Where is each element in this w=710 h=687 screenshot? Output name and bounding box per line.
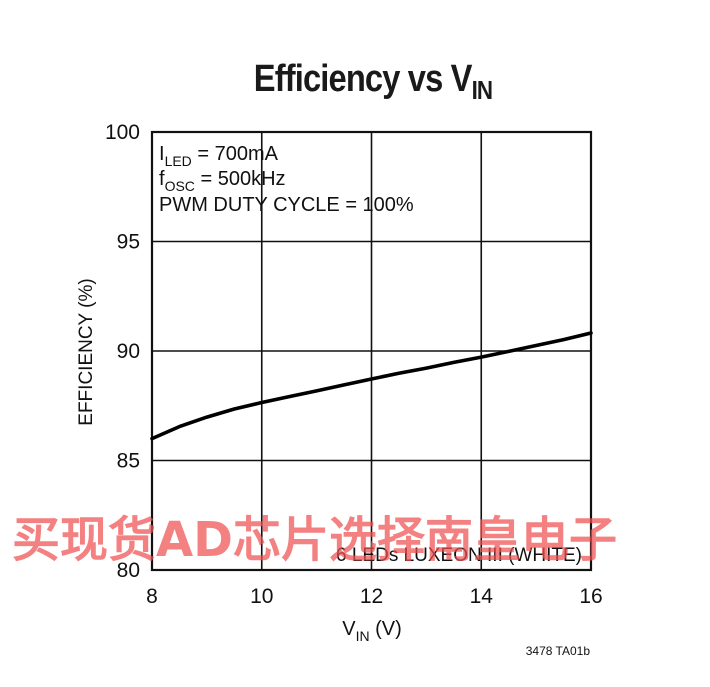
x-tick-labels: 8 10 12 14 16 [146,585,603,608]
x-axis-label: VIN (V) [342,618,402,644]
y-tick-labels: 80 85 90 95 100 [105,121,140,582]
y-tick-label: 85 [117,450,140,473]
curve-label: 6 LEDs LUXEON III (WHITE) [336,545,582,566]
y-axis-label: EFFICIENCY (%) [76,278,97,425]
figure-code: 3478 TA01b [526,644,591,658]
x-tick-label: 16 [579,585,602,608]
chart-title-subscript: IN [471,75,493,105]
plot-frame [150,130,593,572]
watermark-text: 买现货AD芯片选择南皇电子 [12,512,617,568]
annotation-pwm: PWM DUTY CYCLE = 100% [159,194,414,216]
chart-title: Efficiency vs VIN [52,58,694,106]
x-tick-label: 8 [146,585,158,608]
x-tick-label: 12 [360,585,383,608]
chart-title-main: Efficiency vs V [253,58,473,100]
y-tick-label: 90 [117,340,140,363]
series-line-efficiency [150,331,593,441]
annotation-fosc: fOSC = 500kHz [159,168,286,194]
y-tick-label: 95 [117,231,140,254]
x-tick-label: 10 [250,585,273,608]
y-tick-label: 100 [105,121,140,144]
x-tick-label: 14 [470,585,494,608]
y-tick-label: 80 [117,559,140,582]
annotation-iled: ILED = 700mA [159,143,279,169]
